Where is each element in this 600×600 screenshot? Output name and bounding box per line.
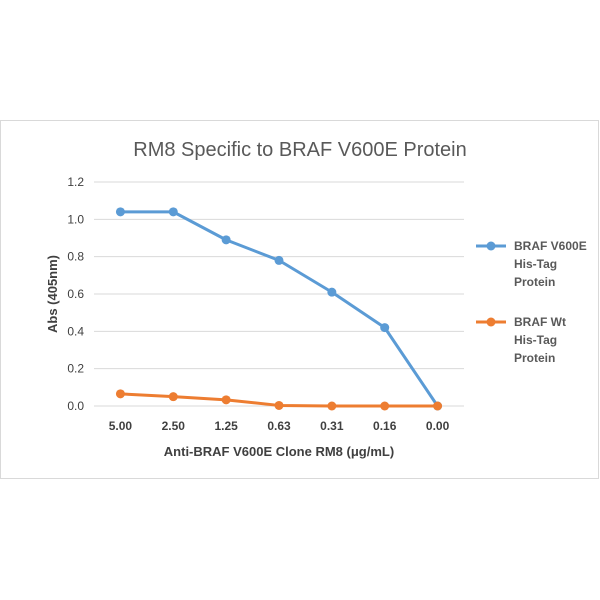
legend-marker-1 bbox=[486, 317, 496, 327]
x-tick-label-2: 1.25 bbox=[214, 419, 238, 433]
series-0-point-3 bbox=[274, 255, 284, 265]
y-tick-label-4: 0.8 bbox=[67, 250, 84, 264]
legend-label-0-line-0: BRAF V600E bbox=[514, 239, 587, 253]
series-1-point-4 bbox=[327, 401, 337, 411]
x-tick-label-6: 0.00 bbox=[426, 419, 450, 433]
y-tick-label-6: 1.2 bbox=[67, 175, 84, 189]
series-0-point-5 bbox=[380, 323, 390, 333]
x-tick-label-3: 0.63 bbox=[267, 419, 291, 433]
legend-label-0-line-2: Protein bbox=[514, 275, 555, 289]
y-tick-label-3: 0.6 bbox=[67, 287, 84, 301]
legend-label-0-line-1: His-Tag bbox=[514, 257, 557, 271]
series-1-point-5 bbox=[380, 401, 390, 411]
series-0-point-1 bbox=[168, 207, 178, 217]
x-tick-label-1: 2.50 bbox=[162, 419, 186, 433]
y-axis-title: Abs (405nm) bbox=[45, 255, 60, 333]
legend: BRAF V600E His-Tag Protein BRAF Wt His-Tag Pr… bbox=[476, 239, 587, 365]
y-tick-label-2: 0.4 bbox=[67, 324, 84, 338]
chart-title: RM8 Specific to BRAF V600E Protein bbox=[133, 139, 466, 161]
legend-marker-0 bbox=[486, 241, 496, 251]
x-tick-label-0: 5.00 bbox=[109, 419, 133, 433]
legend-label-1-line-2: Protein bbox=[514, 351, 555, 365]
y-tick-label-5: 1.0 bbox=[67, 212, 84, 226]
series-layer bbox=[115, 207, 443, 411]
series-0-point-2 bbox=[221, 235, 231, 245]
series-0-point-0 bbox=[115, 207, 125, 217]
grid-layer bbox=[94, 181, 464, 407]
y-tick-label-1: 0.2 bbox=[67, 362, 84, 376]
series-1-point-1 bbox=[168, 392, 178, 402]
x-axis-title: Anti-BRAF V600E Clone RM8 (μg/mL) bbox=[164, 444, 394, 459]
label-layer: RM8 Specific to BRAF V600E Protein Anti-… bbox=[45, 139, 467, 459]
series-1-point-2 bbox=[221, 395, 231, 405]
series-line-0 bbox=[120, 210, 439, 407]
series-0-point-4 bbox=[327, 287, 337, 297]
legend-label-1-line-0: BRAF Wt bbox=[514, 315, 566, 329]
series-1-point-0 bbox=[115, 389, 125, 399]
y-tick-label-0: 0.0 bbox=[67, 399, 84, 413]
chart-frame bbox=[0, 120, 599, 479]
series-1-point-3 bbox=[274, 400, 284, 410]
series-1-point-6 bbox=[433, 401, 443, 411]
x-tick-label-4: 0.31 bbox=[320, 419, 344, 433]
x-tick-label-5: 0.16 bbox=[373, 419, 397, 433]
legend-label-1-line-1: His-Tag bbox=[514, 333, 557, 347]
